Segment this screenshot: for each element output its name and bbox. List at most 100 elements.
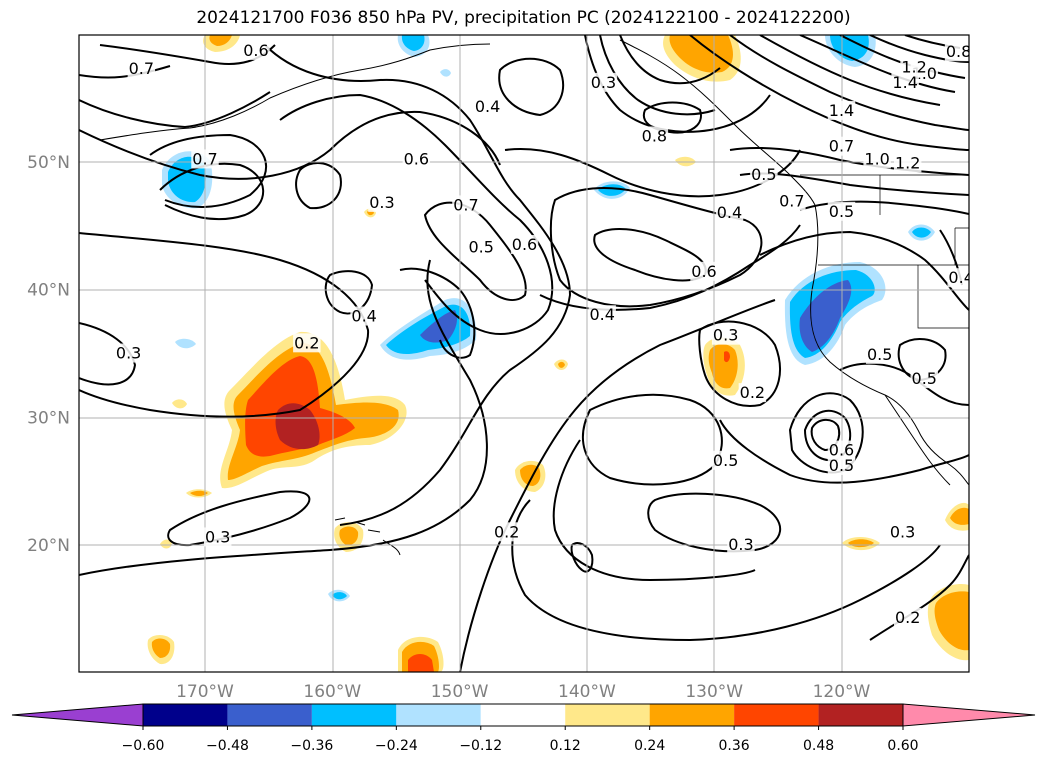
precip-negative-region <box>440 69 451 77</box>
contour-label-background <box>690 261 718 281</box>
precip-positive-region <box>151 638 171 658</box>
longitude-label: 150°W <box>431 682 489 702</box>
contour-labels: 0.70.60.70.40.60.3 0.70.5 0.60.30.40.80.40… <box>114 40 973 627</box>
precip-negative-region <box>175 338 196 349</box>
contour-label-background <box>368 192 396 212</box>
precip-positive-region <box>339 526 359 546</box>
colorbar-tick-label: 0.12 <box>550 738 581 754</box>
contour-line <box>839 35 966 79</box>
contour-line <box>869 35 969 63</box>
contour-label: 0.6 <box>243 41 268 60</box>
contour-line <box>399 267 476 359</box>
contour-label: 0.5 <box>751 165 776 184</box>
precip-positive-region <box>190 490 208 496</box>
contour-label: 0.5 <box>829 456 854 475</box>
contour-label-background <box>242 40 270 60</box>
page-title: 2024121700 F036 850 hPa PV, precipitatio… <box>196 8 851 28</box>
contour-label-background <box>827 455 856 475</box>
contour-label-background <box>891 72 919 92</box>
latitude-label: 30°N <box>27 408 70 428</box>
colorbar-tick-label: 0.60 <box>887 738 918 754</box>
contour-label-background <box>827 201 856 221</box>
contour-label: 0.5 <box>912 369 937 388</box>
contour-line <box>149 133 268 208</box>
contour-label: 0.4 <box>351 307 376 326</box>
contour-line <box>869 554 969 641</box>
coastline-alaska-panhandle <box>619 39 816 206</box>
contour-line <box>788 392 864 474</box>
map-background <box>79 35 969 672</box>
contour-label-background <box>827 440 856 460</box>
precip-positive-region <box>172 399 187 409</box>
colorbar-segment <box>396 704 481 726</box>
contour-label: 0.6 <box>512 235 537 254</box>
contour-line <box>570 542 594 573</box>
colorbar-segment <box>227 704 312 726</box>
contour-line <box>759 35 941 106</box>
coastline-alaska <box>99 43 491 141</box>
contour-label-background <box>910 369 938 389</box>
colorbar-tick-label: −0.24 <box>375 738 418 754</box>
contour-label: 0.3 <box>890 522 915 541</box>
contour-label: 0.7 <box>129 59 154 78</box>
precip-negative-region <box>830 35 869 61</box>
contour-label: 1.2 <box>901 58 926 77</box>
contour-label: 0.4 <box>717 203 742 222</box>
contour-label: 0.3 <box>369 193 394 212</box>
contour-label: 0.3 <box>713 326 738 345</box>
contour-label-background <box>452 195 480 215</box>
latitude-label: 20°N <box>27 536 70 556</box>
contour-label-background <box>893 153 922 173</box>
colorbar-segment <box>818 704 903 726</box>
contour-label: 0.6 <box>829 441 854 460</box>
colorbar-segment <box>143 704 228 726</box>
precip-positive-region <box>950 507 969 525</box>
precip-positive-region <box>275 403 320 450</box>
colorbar-segment <box>649 704 735 726</box>
precip-positive-region <box>934 591 969 651</box>
contour-label: 0.8 <box>642 126 667 145</box>
contour-label-background <box>204 527 232 547</box>
contour-label: 0.7 <box>779 192 804 211</box>
contour-label: 0.8 <box>946 42 971 61</box>
contour-line <box>79 110 501 180</box>
contour-line <box>79 65 171 79</box>
contour-label-background <box>893 607 922 627</box>
colorbar-tick-label: 0.48 <box>803 738 834 754</box>
precip-shading <box>147 35 969 672</box>
contour-label: 0.2 <box>494 522 519 541</box>
longitude-label: 120°W <box>813 682 871 702</box>
contour-label: 0.3 <box>205 527 230 546</box>
longitude-label: 140°W <box>558 682 616 702</box>
contour-label: 0.7 <box>453 195 478 214</box>
coastlines <box>99 39 969 556</box>
contour-line <box>839 362 969 406</box>
contour-label: 1.4 <box>829 101 854 120</box>
contour-label: 0.4 <box>948 268 973 287</box>
contour-label-background <box>293 333 321 353</box>
contour-label: 0.4 <box>475 97 500 116</box>
contour-label-background <box>727 535 755 555</box>
colorbar-tick-label: −0.36 <box>290 738 333 754</box>
contour-label-background <box>402 149 431 169</box>
colorbar-tick-label: −0.60 <box>122 738 165 754</box>
contour-label-background <box>888 522 917 542</box>
contour-label-background <box>114 343 143 363</box>
contour-label: 0.5 <box>867 345 892 364</box>
contour-label-background <box>947 268 969 288</box>
contour-label-background <box>738 383 767 403</box>
contour-label-background <box>588 305 616 325</box>
contour-line <box>459 299 776 672</box>
contour-label-background <box>711 450 740 470</box>
colorbar-segment <box>565 704 650 726</box>
contour-line <box>689 35 969 151</box>
contour-line <box>642 101 702 134</box>
contour-line <box>799 200 969 215</box>
contour-line <box>729 35 969 131</box>
colorbar-extension-low <box>11 703 144 727</box>
contour-line <box>79 322 137 386</box>
map-frame <box>78 34 970 673</box>
colorbar-tick-label: 0.36 <box>719 738 750 754</box>
contour-label: 0.6 <box>691 262 716 281</box>
precip-positive-region <box>160 539 172 549</box>
